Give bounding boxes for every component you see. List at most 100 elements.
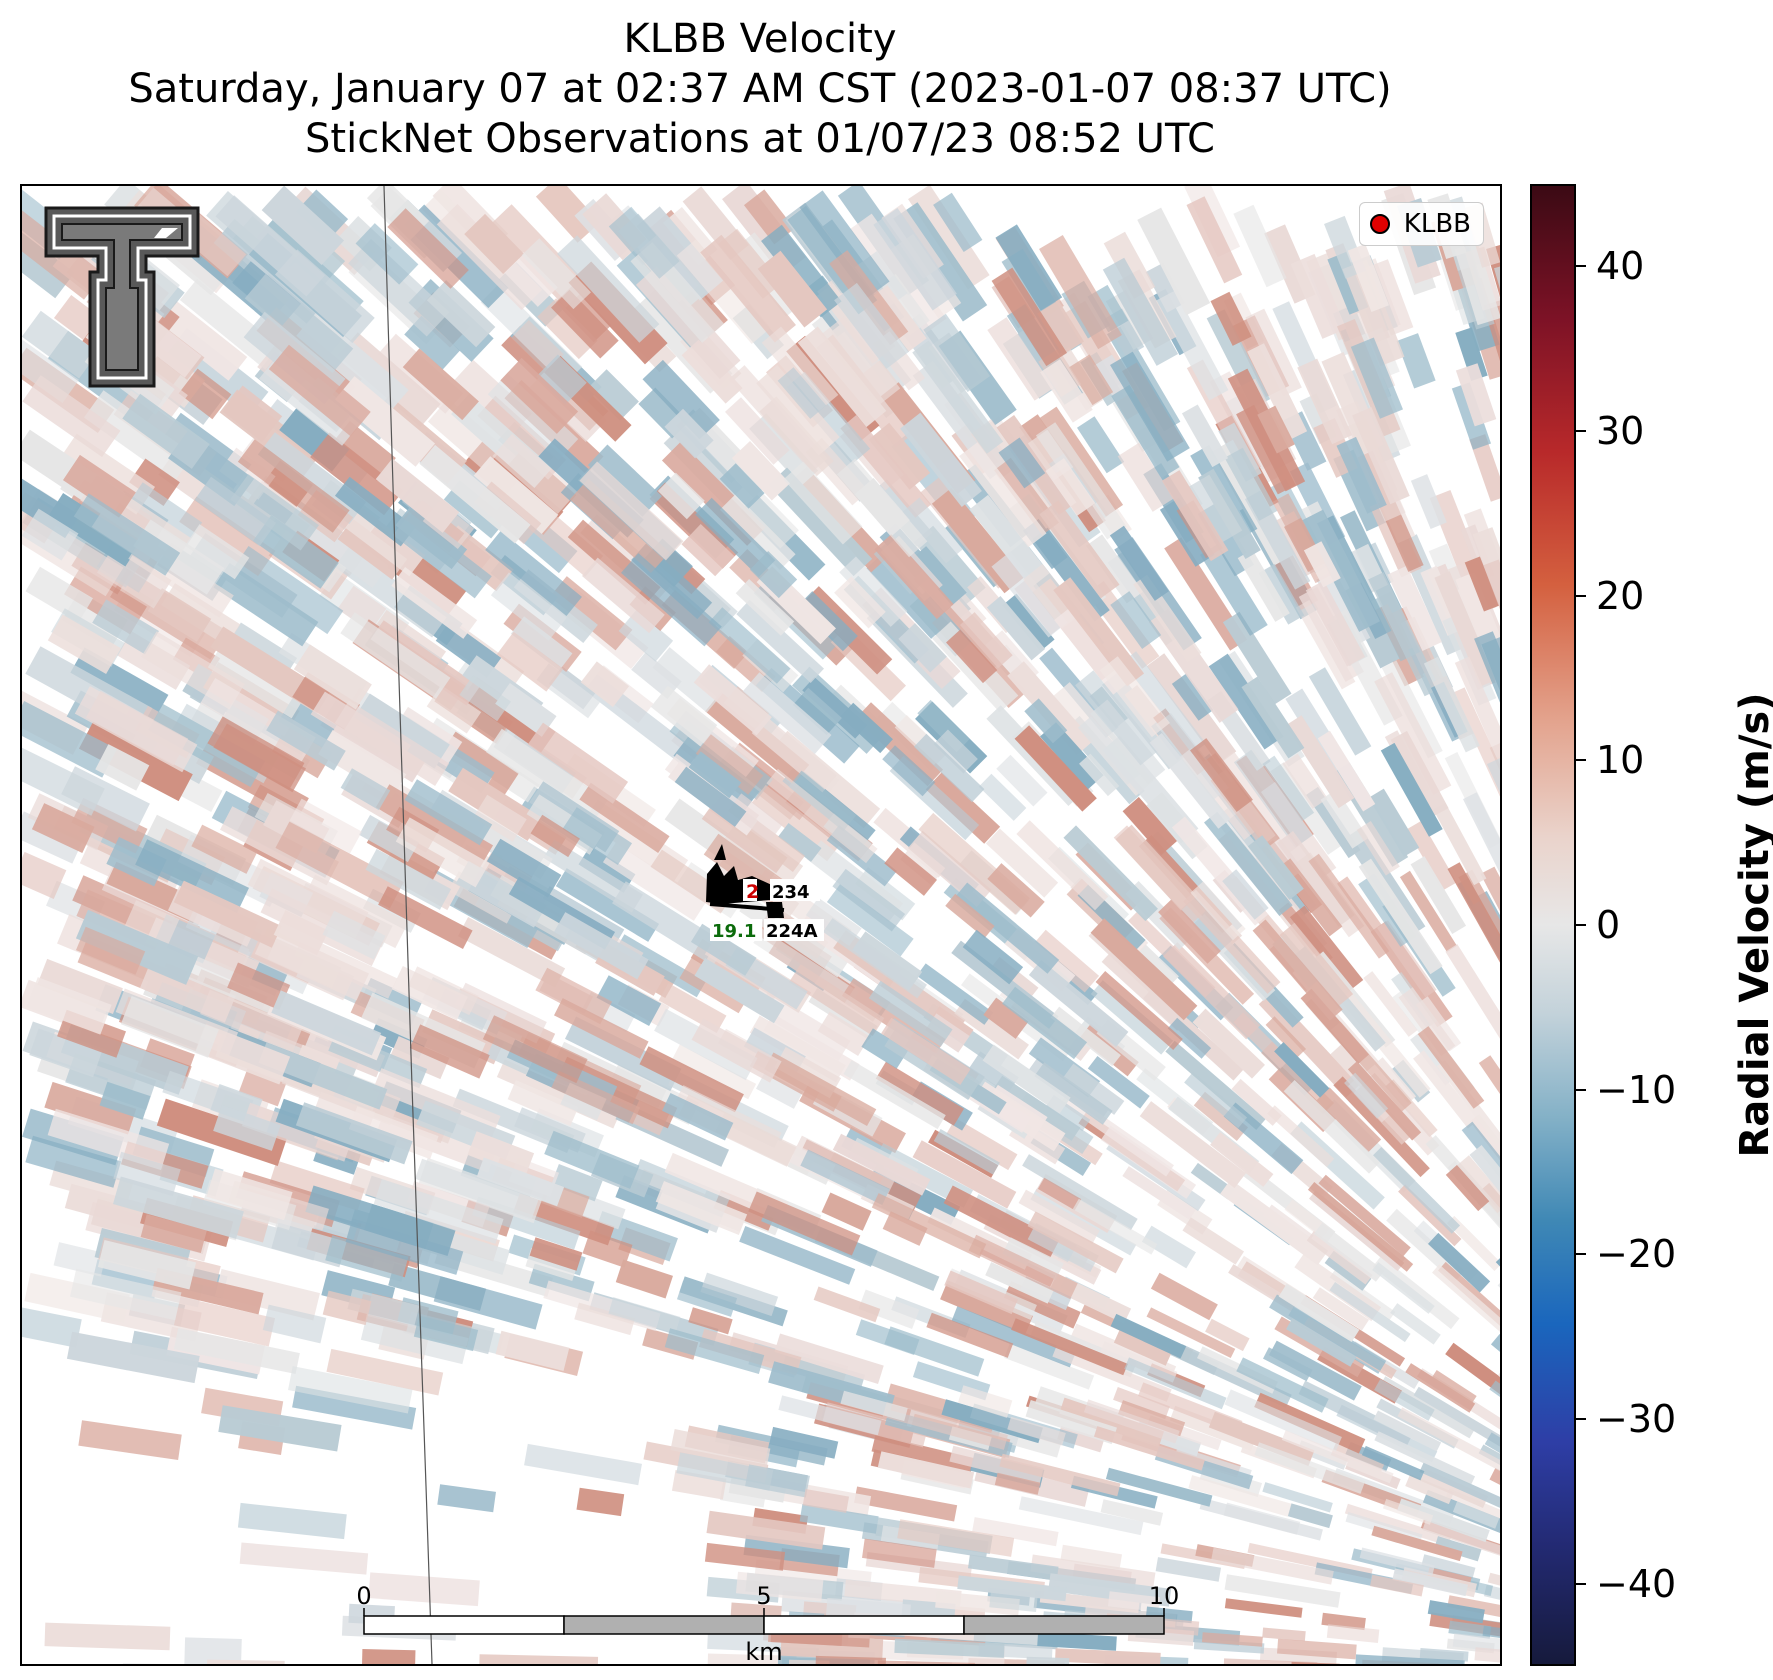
radar-map[interactable]: 2 234 19.1 224A 0 5 10 km — [20, 184, 1502, 1666]
radar-gate — [261, 186, 345, 266]
radar-gate — [473, 794, 527, 842]
radar-gate — [797, 326, 887, 428]
radar-gate — [1102, 257, 1179, 366]
radar-gate — [933, 1129, 1000, 1175]
radar-gate — [670, 1428, 771, 1470]
radar-gate — [1474, 1647, 1500, 1664]
radar-gate — [334, 376, 436, 467]
radar-gate — [1090, 918, 1198, 1021]
radar-gate — [1347, 1061, 1422, 1141]
radar-gate — [258, 1042, 388, 1110]
colorbar-tick-label: −10 — [1596, 1067, 1677, 1112]
radar-gate — [1122, 651, 1207, 755]
radar-gate — [404, 779, 493, 846]
radar-gate — [664, 408, 714, 459]
radar-gate — [25, 1135, 122, 1188]
radar-gate — [1469, 1145, 1500, 1215]
radar-gate — [173, 1328, 300, 1375]
colorbar-tick-mark — [1576, 1418, 1586, 1420]
radar-gate — [1150, 1272, 1218, 1321]
map-legend: KLBB — [1358, 202, 1484, 246]
radar-gate — [239, 1542, 369, 1575]
radar-gate — [1079, 753, 1120, 797]
radar-gate — [735, 1571, 824, 1602]
radar-gate — [840, 1390, 908, 1422]
radar-gate — [951, 1306, 1076, 1368]
radar-gate — [1113, 1387, 1170, 1420]
radar-gate — [882, 1402, 1008, 1450]
station-marker-icon — [766, 902, 784, 918]
radar-gate — [700, 1272, 779, 1317]
radar-gate — [78, 1420, 182, 1461]
radar-gate — [1374, 672, 1452, 795]
radar-gate — [949, 1445, 1044, 1484]
radar-gate — [916, 963, 994, 1025]
radar-gate — [1433, 802, 1487, 886]
radar-gate — [1489, 1380, 1500, 1415]
radar-gate — [550, 1164, 603, 1202]
radar-gate — [658, 983, 727, 1034]
radar-gate — [1105, 1467, 1213, 1507]
station-224A[interactable]: 19.1 224A — [709, 902, 824, 942]
radar-gate — [485, 530, 582, 617]
radar-gate — [1447, 1595, 1500, 1620]
station-224A-id: 224A — [766, 921, 818, 942]
radar-gate — [1109, 525, 1169, 601]
radar-gate — [1155, 1557, 1222, 1582]
radar-gate — [1447, 862, 1500, 967]
radar-gate — [1281, 1430, 1394, 1484]
radar-gate — [1110, 351, 1190, 462]
radar-gate — [1368, 572, 1441, 697]
map-subtitle-time: Saturday, January 07 at 02:37 AM CST (20… — [128, 66, 1392, 112]
station-234[interactable]: 2 234 — [706, 844, 820, 904]
radar-gate — [1263, 1347, 1313, 1382]
colorbar-tick-label: −20 — [1596, 1232, 1677, 1277]
radar-gate — [982, 1044, 1071, 1114]
radar-gate — [1077, 716, 1141, 786]
radar-gate — [129, 458, 180, 506]
radar-gate — [574, 1302, 635, 1336]
colorbar-tick-mark — [1576, 430, 1586, 432]
radar-gate — [455, 982, 547, 1044]
radar-gate — [1133, 574, 1202, 663]
radar-gate — [1336, 436, 1387, 514]
radar-gate — [1111, 384, 1180, 479]
radar-gate — [529, 1237, 583, 1271]
radar-gate — [1290, 253, 1347, 339]
colorbar-tick-mark — [1576, 265, 1586, 268]
radar-gate — [1267, 1105, 1335, 1168]
radar-gate — [1445, 944, 1500, 1055]
colorbar-title: Radial Velocity (m/s) — [1732, 692, 1773, 1158]
radar-gate — [242, 1102, 353, 1162]
radar-gate — [1410, 474, 1447, 530]
radar-gate — [713, 1190, 776, 1231]
radar-gate — [1193, 1091, 1249, 1141]
radar-gate — [662, 1093, 734, 1141]
radar-gate — [913, 733, 985, 803]
radar-gate — [1320, 789, 1369, 849]
radar-gate — [148, 703, 266, 788]
radar-gate — [1124, 1357, 1227, 1410]
radar-gate — [985, 1262, 1054, 1304]
radar-gate — [691, 1018, 782, 1083]
radar-gate — [1455, 571, 1500, 693]
radar-gate — [295, 1102, 413, 1165]
radar-gate — [337, 585, 387, 632]
radar-gate — [799, 190, 890, 299]
radar-gate — [695, 734, 764, 795]
radar-gate — [1490, 1334, 1500, 1372]
radar-gate — [832, 868, 906, 932]
radar-gate — [868, 422, 931, 490]
radar-gate — [1452, 1633, 1500, 1653]
radar-gate — [1224, 447, 1278, 521]
radar-gate — [1356, 820, 1400, 876]
radar-gate — [957, 1385, 1013, 1418]
radar-gate — [1446, 1215, 1500, 1272]
radar-gate — [1370, 1574, 1424, 1597]
radar-gate — [1469, 1114, 1500, 1215]
radar-gate — [1026, 1656, 1070, 1664]
radar-gate — [486, 728, 608, 824]
radar-gate — [1399, 870, 1457, 953]
radar-gate — [945, 893, 995, 939]
radar-gate — [1262, 1482, 1333, 1513]
